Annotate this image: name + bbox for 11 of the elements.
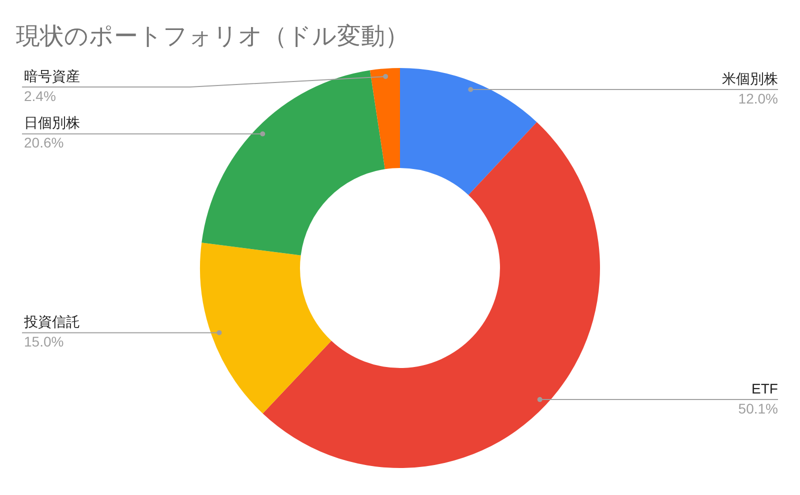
slice-label: 投資信託 bbox=[23, 314, 80, 330]
data-label: 20.6% bbox=[24, 134, 64, 151]
slice-label: 暗号資産 bbox=[24, 68, 80, 84]
chart-title: 現状のポートフォリオ（ドル変動） bbox=[16, 23, 409, 50]
data-label: 15.0% bbox=[24, 334, 64, 350]
data-label: 12.0% bbox=[738, 90, 778, 106]
data-label: 50.1% bbox=[738, 400, 778, 416]
data-label: 2.4% bbox=[24, 88, 56, 104]
slice-label: 米個別株 bbox=[722, 70, 778, 86]
slice-label: 日個別株 bbox=[24, 114, 80, 131]
slice-label: ETF bbox=[752, 380, 778, 396]
